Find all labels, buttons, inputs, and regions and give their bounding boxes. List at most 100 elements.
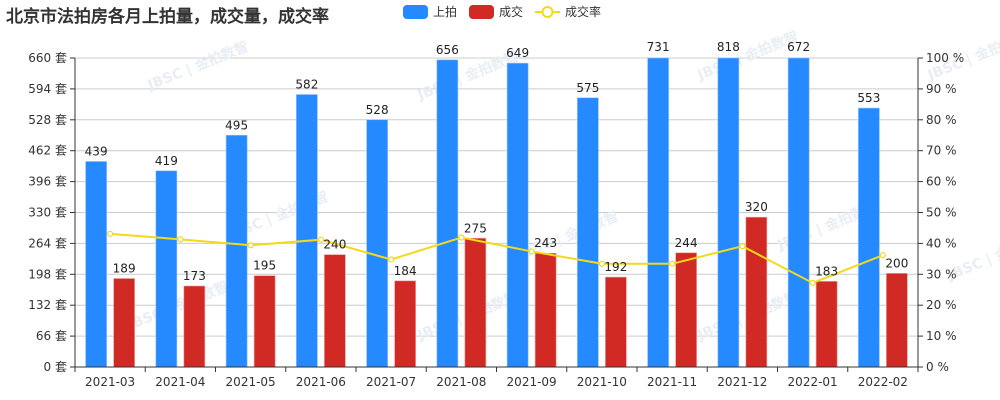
grid-lines: [75, 57, 918, 337]
rate-point: [458, 234, 465, 241]
chart-title: 北京市法拍房各月上拍量，成交量，成交率: [6, 7, 329, 27]
left-axis-tick-label: 660 套: [28, 51, 67, 65]
bar-deal-value-label: 275: [464, 221, 487, 235]
bar-auction: [296, 94, 318, 368]
right-axis-tick-label: 70 %: [926, 144, 957, 158]
bar-auction: [225, 134, 248, 368]
bar-auction: [787, 57, 810, 368]
rate-line: [110, 232, 884, 285]
bar-deal: [464, 237, 487, 368]
left-axis-tick-label: 0 套: [44, 360, 67, 374]
bar-auction: [155, 170, 178, 368]
data-labels: 439 189 419 173 495 195 582 240 528 184 656 275 649 2…: [85, 40, 909, 283]
watermark-text: JBSC | 金拍数智: [514, 208, 621, 264]
x-axis-tick-label: 2021-10: [577, 375, 627, 389]
bar-deal-value-label: 195: [253, 259, 276, 273]
rate-point: [879, 252, 886, 259]
rate-point: [598, 260, 605, 267]
legend-line-circle-icon: [535, 5, 561, 18]
bar-deal-value-label: 240: [323, 238, 346, 252]
bar-auction-value-label: 419: [155, 154, 178, 168]
bar-deal-value-label: 173: [183, 269, 206, 283]
bar-auction-value-label: 731: [647, 40, 670, 54]
right-axis-tick-label: 100 %: [926, 51, 964, 65]
rate-point: [388, 256, 395, 263]
bar-auction-value-label: 582: [295, 78, 318, 92]
bar-auction-value-label: 649: [506, 46, 529, 60]
bar-auction: [647, 57, 669, 368]
x-axis-tick-label: 2021-03: [85, 375, 135, 389]
bar-deal-value-label: 244: [675, 236, 698, 250]
right-axis-tick-label: 80 %: [926, 113, 957, 127]
rate-point: [107, 230, 114, 237]
bar-auction: [577, 97, 599, 368]
bar-deal: [745, 216, 768, 368]
bar-auction-value-label: 818: [717, 40, 740, 54]
right-axis-tick-label: 40 %: [926, 236, 957, 250]
watermark-text: JBSC | 金拍数智: [144, 38, 251, 94]
x-axis-tick-label: 2021-04: [155, 375, 205, 389]
rate-point: [809, 279, 816, 287]
bar-auction: [85, 161, 107, 368]
bar-deal-value-label: 183: [815, 264, 838, 278]
bar-deal-value-label: 243: [534, 236, 557, 250]
bar-auction: [436, 59, 459, 368]
legend-swatch-deal: [469, 4, 495, 19]
bar-deal-value-label: 189: [113, 262, 136, 276]
bar-deal: [886, 273, 908, 368]
bar-auction: [858, 107, 880, 368]
bar-series: [85, 57, 908, 368]
bar-auction: [717, 57, 740, 368]
x-axis-tick-label: 2022-01: [788, 375, 838, 389]
left-axis-tick-label: 594 套: [28, 82, 67, 96]
x-axis-tick-label: 2021-12: [717, 375, 767, 389]
rate-point: [177, 236, 184, 243]
bar-deal: [815, 281, 838, 368]
left-axis-tick-label: 330 套: [28, 206, 67, 220]
x-axis-tick-label: 2021-06: [296, 375, 346, 389]
left-axis-tick-label: 264 套: [28, 236, 67, 250]
legend-item-rate[interactable]: 成交率: [535, 3, 601, 20]
watermark-text: JBSC | 金拍数智: [414, 48, 521, 104]
bar-deal: [394, 280, 416, 368]
axes: 0 套 66 套 132 套 198 套 264 套 330 套 396 套 462 套 528…: [28, 51, 964, 389]
bar-auction-value-label: 495: [225, 118, 248, 132]
rate-point: [317, 236, 324, 243]
left-axis-tick-label: 528 套: [28, 113, 67, 127]
bar-deal-value-label: 192: [604, 260, 627, 274]
bar-deal: [605, 276, 627, 368]
legend: 上拍 成交 成交率: [403, 3, 613, 20]
left-axis-tick-label: 462 套: [28, 144, 67, 158]
x-axis-tick-label: 2021-05: [226, 375, 276, 389]
bar-deal: [324, 254, 346, 368]
bar-auction-value-label: 439: [85, 144, 108, 158]
bar-deal-value-label: 200: [885, 256, 908, 270]
x-axis-tick-label: 2021-11: [647, 375, 697, 389]
right-axis-tick-label: 90 %: [926, 82, 957, 96]
rate-point: [669, 260, 676, 267]
x-axis-tick-label: 2021-08: [436, 375, 486, 389]
legend-label-deal: 成交: [499, 5, 524, 19]
rate-point: [528, 248, 535, 255]
bar-deal-value-label: 320: [745, 200, 768, 214]
bar-deal: [183, 285, 206, 368]
legend-label-auction: 上拍: [433, 5, 458, 19]
bar-auction-value-label: 672: [787, 40, 810, 54]
x-axis-tick-label: 2021-07: [366, 375, 416, 389]
rate-line-series: [107, 230, 886, 287]
legend-item-auction[interactable]: 上拍: [403, 3, 457, 20]
legend-item-deal[interactable]: 成交: [469, 3, 523, 20]
rate-point: [247, 242, 254, 249]
x-axis-tick-label: 2021-09: [507, 375, 557, 389]
rate-point: [739, 243, 746, 250]
right-axis-tick-label: 20 %: [926, 298, 957, 312]
right-axis-tick-label: 60 %: [926, 175, 957, 189]
watermark-text: JBSC | 金拍数智: [124, 278, 231, 334]
bar-deal: [675, 252, 697, 368]
bar-auction-value-label: 575: [576, 81, 599, 95]
bar-auction: [366, 119, 388, 368]
bar-auction-value-label: 528: [366, 103, 389, 117]
right-axis-tick-label: 50 %: [926, 206, 957, 220]
bar-deal-value-label: 184: [394, 264, 417, 278]
